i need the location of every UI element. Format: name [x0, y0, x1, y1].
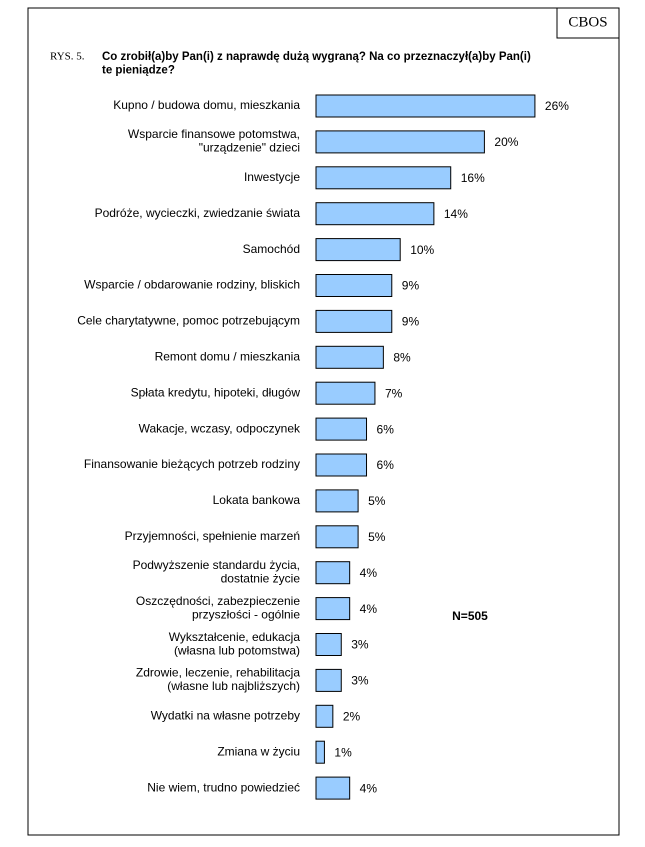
category-label: Inwestycje [244, 170, 300, 184]
value-label: 6% [377, 422, 395, 436]
bar [315, 274, 393, 297]
annotation: N=505 [452, 609, 488, 623]
category-label: Wsparcie / obdarowanie rodziny, bliskich [84, 278, 300, 292]
category-label: Zmiana w życiu [217, 744, 300, 758]
category-label: Przyjemności, spełnienie marzeń [125, 529, 300, 543]
bar [315, 525, 359, 549]
bar [315, 633, 342, 656]
value-label: 16% [461, 171, 485, 185]
bar [315, 417, 368, 441]
bar [315, 489, 359, 513]
bar [315, 776, 351, 800]
value-label: 14% [444, 207, 468, 221]
source: CBOS [568, 14, 607, 30]
value-label: 5% [368, 494, 386, 508]
category-label: Zdrowie, leczenie, rehabilitacja (własne … [136, 666, 300, 694]
category-label: Wydatki na własne potrzeby [151, 708, 300, 722]
figure-label: RYS. 5. [50, 51, 85, 63]
value-label: 6% [377, 458, 395, 472]
value-label: 2% [343, 709, 361, 723]
bar [315, 202, 435, 226]
category-label: Podróże, wycieczki, zwiedzanie świata [95, 206, 301, 220]
bar [315, 345, 384, 369]
bar [315, 597, 351, 621]
category-label: Wakacje, wczasy, odpoczynek [139, 421, 301, 435]
value-label: 9% [402, 279, 420, 293]
category-label: Nie wiem, trudno powiedzieć [147, 780, 300, 794]
value-label: 7% [385, 386, 403, 400]
bar [315, 453, 368, 477]
chart-title: Co zrobił(a)by Pan(i) z naprawdę dużą wy… [102, 51, 531, 77]
category-label: Finansowanie bieżących potrzeb rodziny [84, 457, 300, 471]
category-label: Podwyższenie standardu życia, dostatnie ż… [133, 558, 301, 586]
bar [315, 94, 536, 118]
value-label: 4% [360, 602, 378, 616]
source-box [556, 7, 620, 39]
category-label: Oszczędności, zabezpieczenie przyszłości … [136, 594, 300, 622]
bar [315, 130, 485, 154]
value-label: 26% [545, 99, 569, 113]
category-label: Kupno / budowa domu, mieszkania [113, 98, 300, 112]
bar [315, 561, 351, 585]
bar [315, 238, 401, 262]
category-label: Spłata kredytu, hipoteki, długów [131, 385, 301, 399]
category-label: Wykształcenie, edukacja (własna lub potom… [169, 630, 301, 658]
category-label: Wsparcie finansowe potomstwa, "urządzenie… [128, 127, 300, 155]
value-label: 4% [360, 566, 378, 580]
value-label: 9% [402, 315, 420, 329]
frame [27, 7, 620, 836]
bar [315, 740, 325, 764]
category-label: Remont domu / mieszkania [155, 349, 301, 363]
value-label: 20% [494, 135, 518, 149]
category-label: Lokata bankowa [213, 493, 301, 507]
bar [315, 668, 342, 692]
value-label: 10% [410, 243, 434, 257]
category-label: Samochód [243, 242, 300, 256]
value-label: 4% [360, 781, 378, 795]
bar [315, 166, 452, 190]
value-label: 1% [334, 745, 352, 759]
value-label: 5% [368, 530, 386, 544]
bar [315, 381, 376, 405]
bar [315, 704, 334, 728]
value-label: 3% [351, 674, 369, 688]
bar [315, 309, 393, 333]
value-label: 3% [351, 638, 369, 652]
value-label: 8% [393, 350, 411, 364]
category-label: Cele charytatywne, pomoc potrzebującym [77, 314, 300, 328]
